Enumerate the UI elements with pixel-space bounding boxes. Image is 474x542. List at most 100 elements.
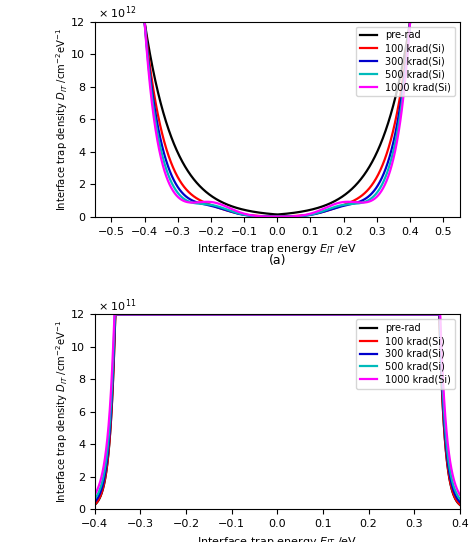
pre-rad <box>450 18 456 25</box>
1000 krad(Si) <box>457 492 463 498</box>
100 krad(Si) <box>457 501 463 508</box>
100 krad(Si) <box>232 311 238 318</box>
300 krad(Si) <box>134 18 139 25</box>
pre-rad <box>134 18 139 25</box>
Line: 100 krad(Si): 100 krad(Si) <box>95 22 460 216</box>
300 krad(Si) <box>232 210 237 216</box>
500 krad(Si) <box>232 311 238 318</box>
100 krad(Si) <box>112 311 118 318</box>
300 krad(Si) <box>248 311 254 318</box>
500 krad(Si) <box>410 18 416 25</box>
100 krad(Si) <box>134 18 139 25</box>
Legend: pre-rad, 100 krad(Si), 300 krad(Si), 500 krad(Si), 1000 krad(Si): pre-rad, 100 krad(Si), 300 krad(Si), 500… <box>356 319 455 389</box>
pre-rad <box>134 311 139 318</box>
1000 krad(Si) <box>410 18 416 25</box>
1000 krad(Si) <box>410 311 416 318</box>
100 krad(Si) <box>410 18 416 25</box>
pre-rad <box>274 211 280 218</box>
Text: (a): (a) <box>269 254 286 267</box>
1000 krad(Si) <box>450 472 456 479</box>
500 krad(Si) <box>248 311 254 318</box>
300 krad(Si) <box>410 18 416 25</box>
300 krad(Si) <box>155 311 161 318</box>
300 krad(Si) <box>92 499 98 505</box>
300 krad(Si) <box>112 311 118 318</box>
pre-rad <box>155 89 161 96</box>
1000 krad(Si) <box>134 18 139 25</box>
Line: 500 krad(Si): 500 krad(Si) <box>95 314 460 499</box>
500 krad(Si) <box>410 311 416 318</box>
500 krad(Si) <box>457 18 463 25</box>
100 krad(Si) <box>134 311 139 318</box>
100 krad(Si) <box>232 209 237 216</box>
1000 krad(Si) <box>155 311 161 318</box>
300 krad(Si) <box>134 311 139 318</box>
100 krad(Si) <box>92 18 98 25</box>
pre-rad <box>450 489 456 496</box>
pre-rad <box>232 204 237 210</box>
100 krad(Si) <box>155 112 161 119</box>
500 krad(Si) <box>457 495 463 502</box>
300 krad(Si) <box>155 124 161 131</box>
300 krad(Si) <box>92 18 98 25</box>
pre-rad <box>92 501 98 508</box>
1000 krad(Si) <box>155 141 161 147</box>
pre-rad <box>232 311 238 318</box>
Line: 500 krad(Si): 500 krad(Si) <box>95 22 460 217</box>
100 krad(Si) <box>450 18 456 25</box>
100 krad(Si) <box>92 501 98 508</box>
Line: 300 krad(Si): 300 krad(Si) <box>95 22 460 217</box>
500 krad(Si) <box>450 18 456 25</box>
300 krad(Si) <box>274 214 280 220</box>
Y-axis label: Interface trap density $D_{IT}$ /cm$^{-2}$eV$^{-1}$: Interface trap density $D_{IT}$ /cm$^{-2… <box>54 28 70 211</box>
1000 krad(Si) <box>232 207 237 214</box>
pre-rad <box>155 311 161 318</box>
1000 krad(Si) <box>274 214 280 220</box>
Line: 100 krad(Si): 100 krad(Si) <box>95 314 460 505</box>
Line: pre-rad: pre-rad <box>95 22 460 215</box>
100 krad(Si) <box>450 489 456 495</box>
pre-rad <box>112 311 118 318</box>
500 krad(Si) <box>92 18 98 25</box>
1000 krad(Si) <box>232 311 238 318</box>
1000 krad(Si) <box>457 18 463 25</box>
100 krad(Si) <box>155 311 161 318</box>
300 krad(Si) <box>457 18 463 25</box>
500 krad(Si) <box>92 495 98 502</box>
1000 krad(Si) <box>134 311 139 318</box>
Line: 300 krad(Si): 300 krad(Si) <box>95 314 460 502</box>
500 krad(Si) <box>112 311 118 318</box>
100 krad(Si) <box>248 311 254 318</box>
500 krad(Si) <box>134 311 139 318</box>
X-axis label: Interface trap energy $E_{IT}$ /eV: Interface trap energy $E_{IT}$ /eV <box>197 242 357 256</box>
300 krad(Si) <box>410 311 416 318</box>
Y-axis label: Interface trap density $D_{IT}$ /cm$^{-2}$eV$^{-1}$: Interface trap density $D_{IT}$ /cm$^{-2… <box>54 320 70 504</box>
500 krad(Si) <box>155 133 161 139</box>
300 krad(Si) <box>248 212 254 219</box>
pre-rad <box>92 18 98 25</box>
100 krad(Si) <box>410 311 416 318</box>
100 krad(Si) <box>274 213 280 220</box>
1000 krad(Si) <box>92 18 98 25</box>
Text: $\times$ 10$^{11}$: $\times$ 10$^{11}$ <box>99 297 137 314</box>
100 krad(Si) <box>457 18 463 25</box>
300 krad(Si) <box>232 311 238 318</box>
pre-rad <box>410 311 416 318</box>
500 krad(Si) <box>450 480 456 486</box>
300 krad(Si) <box>450 18 456 25</box>
500 krad(Si) <box>232 209 237 216</box>
Legend: pre-rad, 100 krad(Si), 300 krad(Si), 500 krad(Si), 1000 krad(Si): pre-rad, 100 krad(Si), 300 krad(Si), 500… <box>356 27 455 96</box>
pre-rad <box>248 208 254 215</box>
1000 krad(Si) <box>111 311 117 318</box>
pre-rad <box>248 311 254 318</box>
pre-rad <box>457 501 463 508</box>
100 krad(Si) <box>248 212 254 218</box>
500 krad(Si) <box>248 212 254 219</box>
500 krad(Si) <box>155 311 161 318</box>
300 krad(Si) <box>450 485 456 491</box>
X-axis label: Interface trap energy $E_{IT}$ /eV: Interface trap energy $E_{IT}$ /eV <box>197 535 357 542</box>
300 krad(Si) <box>457 499 463 505</box>
1000 krad(Si) <box>248 311 254 318</box>
1000 krad(Si) <box>92 492 98 498</box>
500 krad(Si) <box>134 18 139 25</box>
